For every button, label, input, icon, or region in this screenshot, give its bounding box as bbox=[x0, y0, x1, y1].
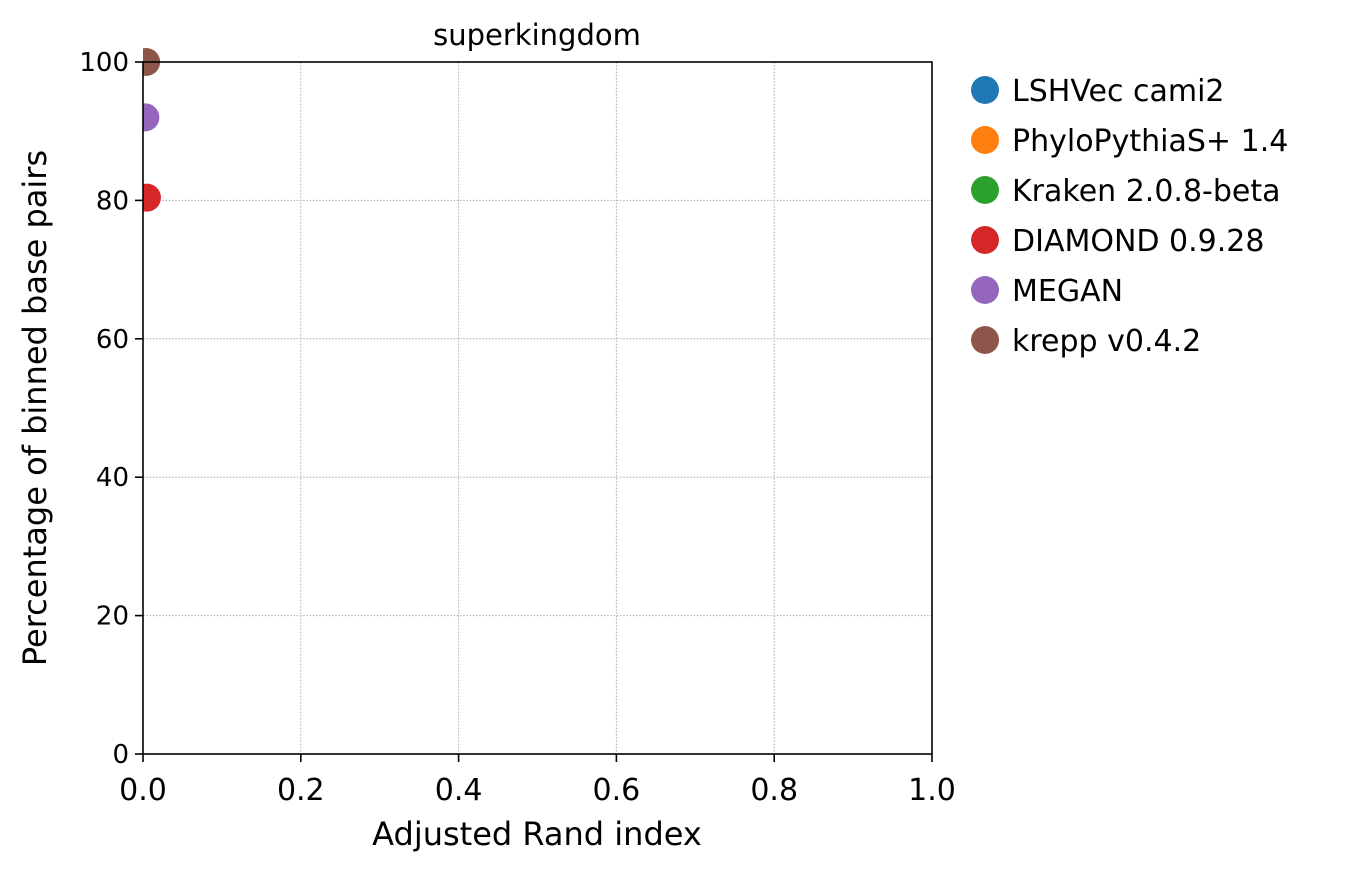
x-tick-label: 0.8 bbox=[750, 773, 798, 808]
legend-label: Kraken 2.0.8-beta bbox=[1012, 174, 1281, 209]
x-tick-label: 0.2 bbox=[277, 773, 325, 808]
x-axis-label: Adjusted Rand index bbox=[372, 815, 702, 853]
x-tick-label: 0.6 bbox=[593, 773, 641, 808]
y-tick-label: 60 bbox=[96, 325, 129, 355]
axes: 0.0 0.2 0.4 0.6 0.8 1.0 0 20 40 60 80 100 bbox=[79, 48, 956, 808]
legend-marker bbox=[971, 76, 999, 104]
y-tick-label: 80 bbox=[96, 186, 129, 216]
legend-marker bbox=[971, 276, 999, 304]
legend-marker bbox=[971, 326, 999, 354]
legend: LSHVec cami2 PhyloPythiaS+ 1.4 Kraken 2.0.… bbox=[971, 74, 1288, 359]
data-points bbox=[143, 48, 161, 212]
y-tick-label: 40 bbox=[96, 463, 129, 493]
x-tick-label: 1.0 bbox=[908, 773, 956, 808]
x-tick-label: 0.0 bbox=[119, 773, 167, 808]
y-tick-label: 20 bbox=[96, 602, 129, 632]
grid bbox=[142, 61, 933, 755]
y-tick-label: 0 bbox=[112, 740, 129, 770]
legend-marker bbox=[971, 126, 999, 154]
legend-marker bbox=[971, 176, 999, 204]
chart-title: superkingdom bbox=[433, 18, 641, 52]
plot-frame bbox=[142, 61, 933, 755]
legend-label: LSHVec cami2 bbox=[1012, 74, 1225, 109]
legend-label: MEGAN bbox=[1012, 274, 1123, 309]
data-point bbox=[143, 183, 161, 212]
x-tick-label: 0.4 bbox=[435, 773, 483, 808]
legend-marker bbox=[971, 226, 999, 254]
y-tick-label: 100 bbox=[79, 48, 129, 78]
data-point bbox=[143, 103, 160, 132]
legend-label: PhyloPythiaS+ 1.4 bbox=[1012, 124, 1288, 159]
y-axis-label: Percentage of binned base pairs bbox=[16, 150, 54, 666]
legend-label: krepp v0.4.2 bbox=[1012, 324, 1201, 359]
legend-label: DIAMOND 0.9.28 bbox=[1012, 224, 1264, 259]
